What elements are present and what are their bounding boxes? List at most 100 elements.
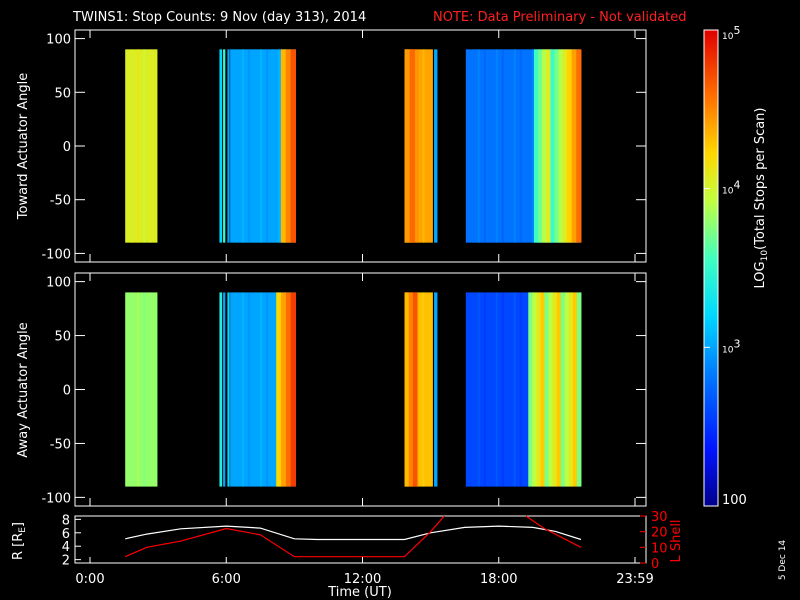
away-highlight-3 [528,292,533,487]
away-band-5-stripe [248,292,251,487]
away-highlight-3 [552,292,558,487]
toward-band-5-stripe [272,49,275,243]
toward-band-5-stripe [242,49,245,243]
toward-highlight-3 [558,49,564,243]
toward-band-7 [434,49,438,243]
away-ytick-label: -100 [41,491,71,506]
x-tick-label: 23:59 [616,572,653,587]
away-band-5-stripe [260,292,263,487]
toward-band-5-stripe [254,49,257,243]
toward-highlight-3 [554,49,560,243]
toward-highlight-4 [566,49,573,243]
away-highlight-1 [276,292,282,487]
toward-highlight-3 [562,49,568,243]
radius-axis-label: R [RE] [11,522,28,560]
colorbar: 105 104 103 100 LOG10(Total Stops per Scan) [703,24,770,508]
away-ytick-label: 100 [46,276,71,291]
away-band-5-stripe [242,292,245,487]
away-band-8-stripe [525,292,528,487]
toward-band-8-stripe [531,49,534,243]
lshell-tick-label: 30 [651,510,668,525]
x-tick-label: 6:00 [212,572,241,587]
colorbar-label: LOG10(Total Stops per Scan) [753,108,770,289]
away-band-5-stripe [236,292,239,487]
toward-band-8-stripe [507,49,510,243]
toward-band-8-stripe [471,49,474,243]
away-highlight-2 [408,292,414,487]
radius-line [125,525,582,541]
toward-band-5-stripe [266,49,269,243]
away-highlight-1 [285,292,292,487]
away-ytick-label: 50 [54,330,71,345]
away-band-1 [125,292,158,487]
toward-heatmap-panel: 100 50 0 -50 -100 Toward Actuator Angle [16,29,647,263]
away-band-1-stripe [143,292,146,487]
colorbar-tick-label: 100 [722,493,747,508]
away-band-5-stripe [272,292,275,487]
away-band-1-stripe [131,292,134,487]
away-highlight-3 [572,292,578,487]
toward-band-5-stripe [248,49,251,243]
away-heatmap-panel: 100 50 0 -50 -100 Away Actuator Angle [16,272,647,507]
away-band-6-stripe [416,292,419,487]
toward-band-6-stripe [416,49,419,243]
away-highlight-3 [532,292,537,487]
toward-band-8-stripe [501,49,504,243]
toward-heatmap-data [125,49,582,243]
toward-band-8-stripe [489,49,492,243]
colorbar-tick-label: 103 [722,337,740,355]
toward-band-5-stripe [278,49,281,243]
away-band-8-stripe [483,292,486,487]
toward-highlight-4 [571,49,577,243]
away-band-8-stripe [519,292,522,487]
toward-y-axis-label: Toward Actuator Angle [16,73,31,220]
radius-tick-label: 6 [62,527,70,542]
chart-title: TWINS1: Stop Counts: 9 Nov (day 313), 20… [72,10,366,25]
toward-band-1-stripe [149,49,152,243]
colorbar-tick-label: 104 [722,179,740,197]
toward-band-1-stripe [131,49,134,243]
away-band-7 [434,292,438,487]
away-band-8-stripe [471,292,474,487]
radius-tick-label: 4 [62,540,70,555]
toward-band-8-stripe [525,49,528,243]
toward-band-1-stripe [137,49,140,243]
toward-band-1 [125,49,158,243]
toward-highlight-1 [280,49,287,243]
toward-highlight-3 [542,49,547,243]
radius-tick-label: 2 [62,554,70,569]
away-highlight-3 [536,292,541,487]
toward-ytick-label: 100 [46,33,71,48]
away-y-ticks: 100 50 0 -50 -100 [41,273,646,506]
toward-ytick-label: 50 [54,86,71,101]
toward-highlight-2 [409,49,416,243]
date-stamp: 5 Dec 14 [778,540,788,581]
away-band-8-stripe [513,292,516,487]
toward-band-2 [219,49,223,243]
away-band-8-stripe [501,292,504,487]
toward-band-1-stripe [143,49,146,243]
toward-y-ticks: 100 50 0 -50 -100 [41,30,646,262]
away-highlight-1 [290,292,297,487]
toward-band-5-stripe [260,49,263,243]
x-axis-label: Time (UT) [327,585,392,600]
toward-band-8-stripe [477,49,480,243]
lshell-axis-label: L Shell [669,519,684,562]
away-band-8-stripe [477,292,480,487]
toward-band-8-stripe [519,49,522,243]
lshell-line-1 [124,515,445,558]
away-highlight-3 [564,292,570,487]
x-tick-label: 12:00 [344,572,381,587]
x-tick-label: 0:00 [75,572,104,587]
lshell-tick-label: 10 [651,541,668,556]
away-band-8-stripe [489,292,492,487]
toward-band-6-stripe [422,49,425,243]
toward-band-8-stripe [483,49,486,243]
away-highlight-3 [568,292,574,487]
colorbar-ticks: 105 104 103 100 [704,24,747,508]
away-band-8-stripe [507,292,510,487]
ephemeris-lines [124,515,582,558]
